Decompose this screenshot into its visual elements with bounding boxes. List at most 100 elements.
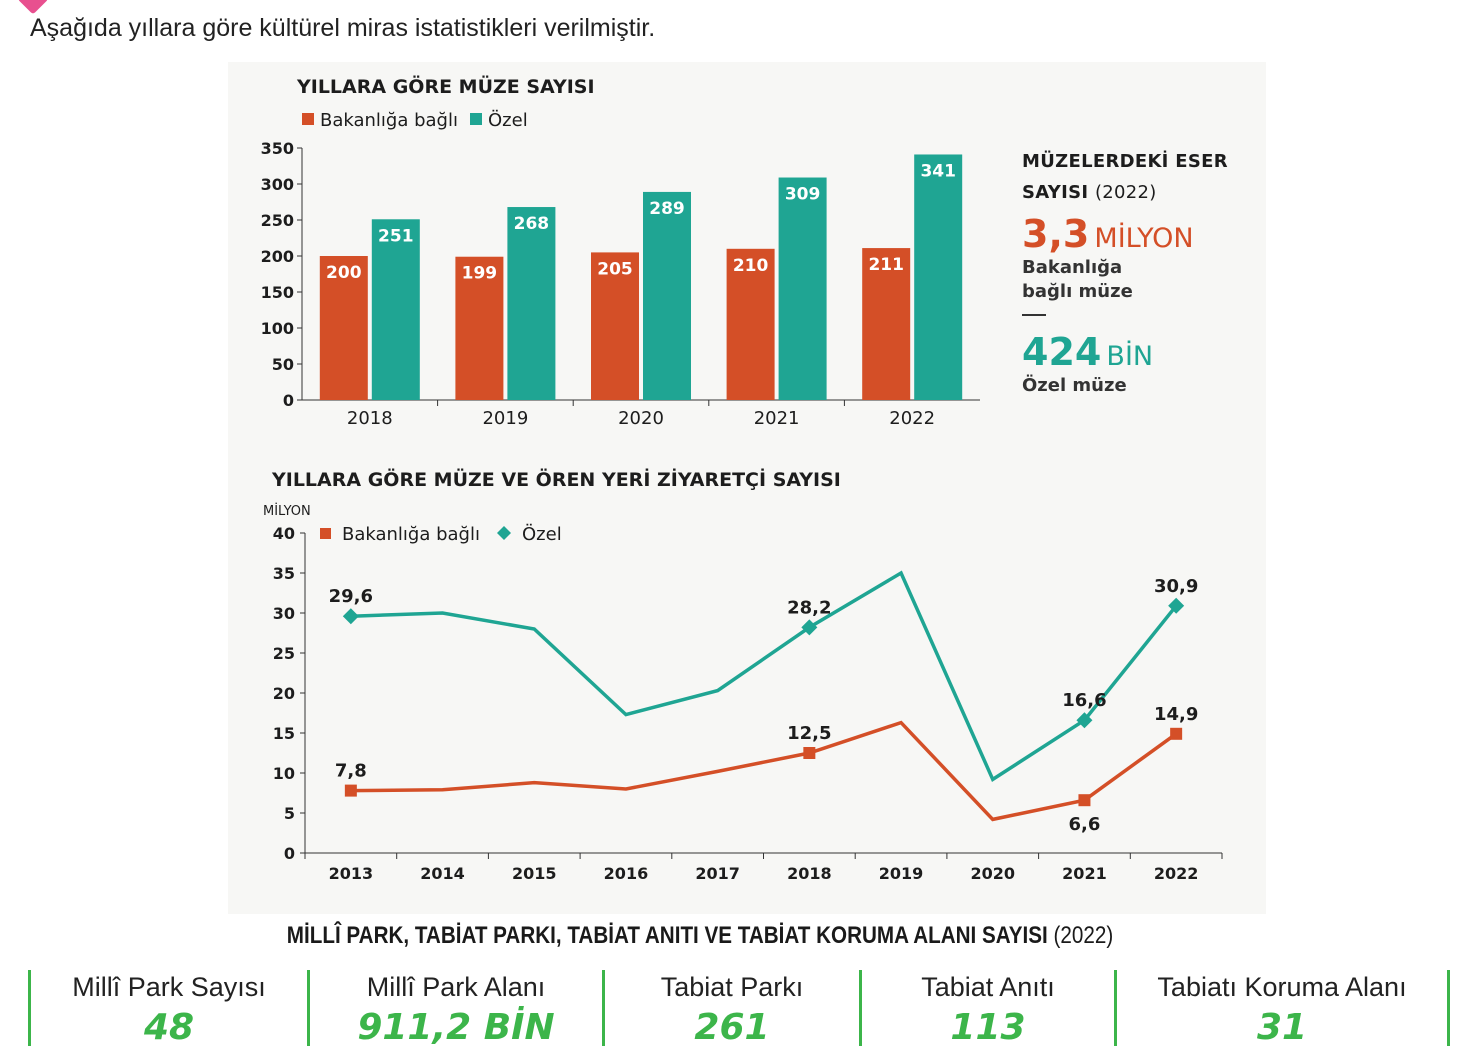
- y-tick-label: 25: [273, 644, 295, 663]
- x-tick-label: 2019: [879, 864, 924, 883]
- point-value-label: 14,9: [1154, 704, 1198, 725]
- x-tick-label: 2019: [482, 408, 528, 429]
- bar-chart-legend: Bakanlığa bağlı Özel: [302, 109, 528, 131]
- park-stat-value: 31: [1256, 1007, 1308, 1048]
- bar-chart-axes: 0 50 100 150 200 250 300 350 2018 2019 2020 2021 202…: [261, 139, 980, 429]
- park-stat-value: 48: [143, 1007, 195, 1048]
- y-tick-label: 5: [284, 804, 295, 823]
- ministry-artifact-label: Bakanlığa bağlı müze: [1022, 257, 1133, 302]
- infographic-panel: [228, 62, 1266, 914]
- x-tick-label: 2020: [970, 864, 1015, 883]
- parks-title-bold: MİLLÎ PARK, TABİAT PARKI, TABİAT ANITI V…: [286, 922, 1048, 949]
- line-chart-axes: 0 5 10 15 20 25 30 35 40 2013 2014 2015 2016 2017 2018…: [273, 524, 1223, 883]
- bar-private: [914, 154, 963, 400]
- y-tick-label: 15: [273, 724, 295, 743]
- x-tick-label: 2021: [1062, 864, 1107, 883]
- bar-ministry: [591, 252, 639, 400]
- pink-marker-icon: [17, 0, 49, 15]
- park-stat-label: Tabiat Anıtı: [921, 972, 1055, 1002]
- bar-chart-bars: 200 251 199 268 205 289 210 309 211 341: [319, 154, 963, 400]
- park-stat-value: 911,2 BİN: [357, 1007, 555, 1048]
- bar-ministry: [726, 248, 775, 400]
- x-tick-label: 2022: [889, 408, 935, 429]
- y-tick-label: 150: [261, 283, 294, 302]
- legend-swatch-ministry: [320, 528, 331, 539]
- point-value-label: 30,9: [1154, 576, 1198, 597]
- line-private: [350, 570, 1178, 782]
- private-artifact-label: Özel müze: [1022, 375, 1127, 396]
- museum-count-bar-chart: YILLARA GÖRE MÜZE SAYISI Bakanlığa bağlı…: [261, 74, 980, 429]
- ministry-artifact-unit: MİLYON: [1094, 223, 1194, 254]
- point-value-label: 29,6: [329, 586, 373, 607]
- x-tick-label: 2015: [512, 864, 557, 883]
- point-private: [1168, 597, 1185, 614]
- bar-ministry: [455, 256, 504, 400]
- legend-label-private: Özel: [522, 523, 562, 545]
- legend-swatch-private: [497, 526, 511, 540]
- point-private: [342, 608, 359, 625]
- y-tick-label: 10: [273, 764, 295, 783]
- visitor-count-line-chart: YILLARA GÖRE MÜZE VE ÖREN YERİ ZİYARETÇİ…: [263, 467, 1223, 883]
- y-tick-label: 20: [273, 684, 295, 703]
- park-stat: Millî Park Sayısı 48: [28, 970, 307, 1048]
- line-chart-legend: Bakanlığa bağlı Özel: [320, 523, 562, 545]
- legend-label-ministry: Bakanlığa bağlı: [320, 110, 458, 131]
- y-tick-label: 0: [283, 391, 294, 410]
- bar-value-label: 210: [733, 256, 769, 276]
- y-tick-label: 35: [273, 564, 295, 583]
- parks-title-year: (2022): [1053, 922, 1114, 949]
- x-tick-label: 2020: [618, 408, 664, 429]
- x-tick-label: 2018: [787, 864, 832, 883]
- bar-value-label: 309: [785, 185, 821, 205]
- bar-private: [507, 207, 556, 400]
- x-tick-label: 2014: [420, 864, 465, 883]
- line-chart-ylabel: MİLYON: [263, 503, 311, 519]
- bar-ministry: [319, 256, 368, 400]
- park-stat: Tabiat Anıtı 113: [859, 970, 1114, 1048]
- artifact-heading: MÜZELERDEKİ ESER SAYISI (2022): [1022, 146, 1262, 208]
- y-tick-label: 0: [284, 844, 295, 863]
- x-tick-label: 2018: [347, 408, 393, 429]
- park-stat-label: Tabiatı Koruma Alanı: [1157, 972, 1407, 1002]
- ministry-artifact-count: 3,3 MİLYON: [1022, 212, 1262, 256]
- park-stat-label: Millî Park Sayısı: [72, 972, 266, 1002]
- point-ministry: [803, 747, 816, 759]
- point-ministry: [1170, 727, 1183, 740]
- legend-swatch-private: [470, 113, 482, 125]
- bar-ministry: [862, 248, 911, 400]
- artifact-heading-bold: MÜZELERDEKİ ESER SAYISI: [1022, 151, 1228, 203]
- point-value-label: 12,5: [787, 723, 831, 744]
- bar-value-label: 199: [462, 264, 498, 284]
- y-tick-label: 350: [261, 139, 294, 158]
- y-tick-label: 200: [261, 247, 294, 266]
- ministry-artifact-value: 3,3: [1022, 212, 1090, 256]
- intro-text: Aşağıda yıllara göre kültürel miras ista…: [30, 14, 656, 42]
- x-tick-label: 2013: [329, 864, 374, 883]
- park-stat-label: Millî Park Alanı: [366, 972, 546, 1002]
- parks-stats-row: Millî Park Sayısı 48 Millî Park Alanı 911,2…: [28, 970, 1450, 1048]
- point-ministry: [1078, 794, 1091, 807]
- x-tick-label: 2017: [695, 864, 740, 883]
- separator-dash: [1022, 314, 1046, 316]
- legend-swatch-ministry: [302, 113, 314, 125]
- point-value-label: 16,6: [1062, 690, 1106, 711]
- bar-private: [778, 177, 827, 400]
- y-tick-label: 50: [272, 355, 294, 374]
- point-value-label: 7,8: [335, 761, 367, 782]
- private-artifact-unit: BİN: [1106, 341, 1154, 372]
- parks-title: MİLLÎ PARK, TABİAT PARKI, TABİAT ANITI V…: [98, 922, 1302, 950]
- bar-private: [643, 191, 691, 400]
- line-ministry: [350, 720, 1178, 822]
- x-tick-label: 2022: [1154, 864, 1199, 883]
- y-tick-label: 100: [261, 319, 294, 338]
- private-artifact-count: 424 BİN: [1022, 330, 1262, 374]
- park-stat-value: 113: [950, 1007, 1026, 1048]
- legend-label-private: Özel: [488, 109, 528, 131]
- point-value-label: 28,2: [787, 597, 831, 618]
- point-ministry: [344, 784, 357, 797]
- bar-value-label: 289: [649, 199, 685, 219]
- bar-value-label: 205: [597, 259, 633, 279]
- x-tick-label: 2021: [754, 408, 800, 429]
- bar-private: [371, 219, 420, 400]
- artifact-heading-year: (2022): [1094, 182, 1157, 203]
